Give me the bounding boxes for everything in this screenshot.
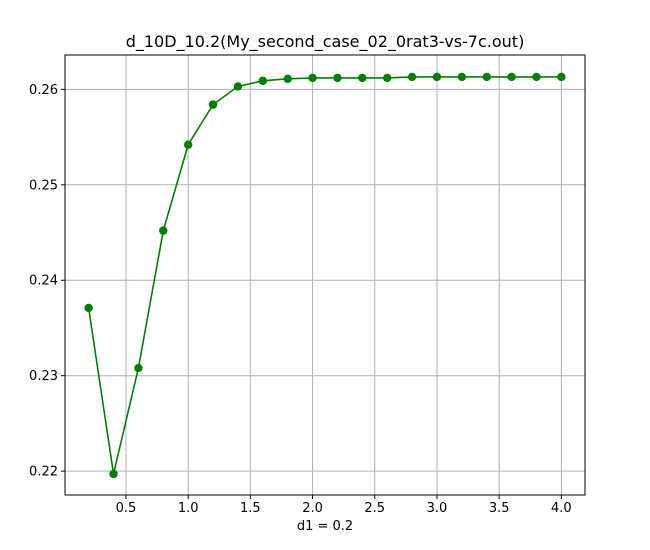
data-point-marker	[532, 72, 541, 82]
data-point-marker	[358, 73, 367, 83]
y-tick-label: 0.25	[29, 178, 58, 193]
x-tick-label: 1.5	[240, 501, 261, 516]
data-point-marker	[557, 72, 566, 82]
data-point-marker	[283, 74, 292, 84]
x-axis-ticks: 0.5 1.0 1.5 2.0 2.5 3.0 3.5 4.0	[116, 495, 572, 516]
y-tick-label: 0.23	[29, 369, 58, 384]
data-point-marker	[208, 100, 218, 109]
x-tick-label: 3.0	[427, 501, 448, 516]
data-point-marker	[109, 469, 118, 479]
x-tick-label: 2.5	[364, 501, 385, 516]
y-axis-ticks: 0.22 0.23 0.24 0.25 0.26	[29, 83, 65, 480]
x-tick-label: 0.5	[116, 501, 137, 516]
x-tick-label: 3.5	[489, 501, 510, 516]
y-tick-label: 0.24	[29, 274, 58, 289]
plot-series	[84, 72, 566, 479]
data-point-marker	[457, 72, 467, 82]
y-tick-label: 0.26	[29, 83, 58, 98]
x-axis-label: d1 = 0.2	[297, 519, 353, 534]
data-point-marker	[159, 226, 168, 235]
chart-title: d_10D_10.2(My_second_case_02_0rat3-vs-7c…	[126, 32, 525, 52]
data-point-marker	[183, 140, 193, 149]
x-tick-label: 2.0	[302, 501, 323, 516]
x-tick-label: 1.0	[178, 501, 199, 516]
data-point-marker	[507, 72, 516, 82]
x-tick-label: 4.0	[551, 501, 572, 516]
data-point-marker	[407, 72, 417, 82]
data-point-marker	[333, 73, 342, 83]
plot-area-frame	[64, 54, 586, 496]
data-point-marker	[383, 73, 392, 83]
data-point-marker	[233, 82, 243, 91]
data-point-marker	[308, 73, 317, 83]
grid-lines	[65, 55, 585, 495]
data-point-marker	[258, 76, 267, 85]
y-tick-label: 0.22	[29, 465, 58, 480]
data-point-marker	[84, 303, 93, 313]
data-point-marker	[482, 72, 491, 82]
data-point-marker	[432, 72, 442, 82]
data-point-marker	[134, 363, 143, 373]
